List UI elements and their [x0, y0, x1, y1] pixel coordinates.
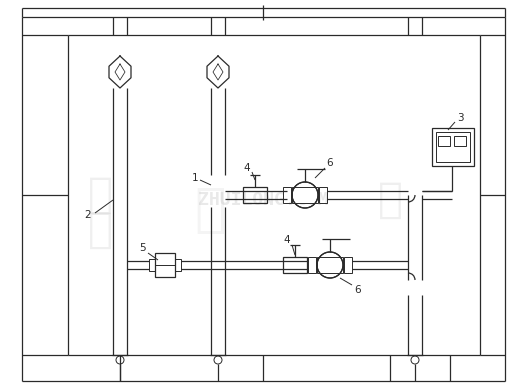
Text: 3: 3	[457, 113, 463, 123]
Text: 4: 4	[284, 235, 290, 245]
Bar	[175, 259, 181, 271]
Text: 6: 6	[355, 285, 362, 295]
Text: 6: 6	[327, 158, 333, 168]
Text: 筑: 筑	[87, 174, 112, 216]
Bar	[283, 187, 291, 203]
Text: 5: 5	[139, 243, 145, 253]
Bar	[344, 257, 352, 273]
Bar	[283, 257, 307, 273]
Text: 1: 1	[192, 173, 198, 183]
Bar	[292, 187, 318, 203]
Text: 龍: 龍	[194, 184, 226, 236]
Bar	[319, 187, 327, 203]
Text: 网: 网	[377, 179, 403, 221]
Text: 4: 4	[243, 163, 250, 173]
Bar	[243, 187, 267, 203]
Bar	[438, 136, 450, 146]
Bar	[155, 253, 175, 277]
Bar	[454, 136, 466, 146]
Bar	[149, 259, 155, 271]
Text: 2: 2	[85, 210, 91, 220]
Bar	[432, 128, 474, 166]
Text: ZHUILONG.COM: ZHUILONG.COM	[198, 191, 328, 209]
Text: 龙: 龙	[87, 209, 112, 251]
Bar	[308, 257, 316, 273]
Bar	[436, 132, 470, 162]
Bar	[317, 257, 343, 273]
